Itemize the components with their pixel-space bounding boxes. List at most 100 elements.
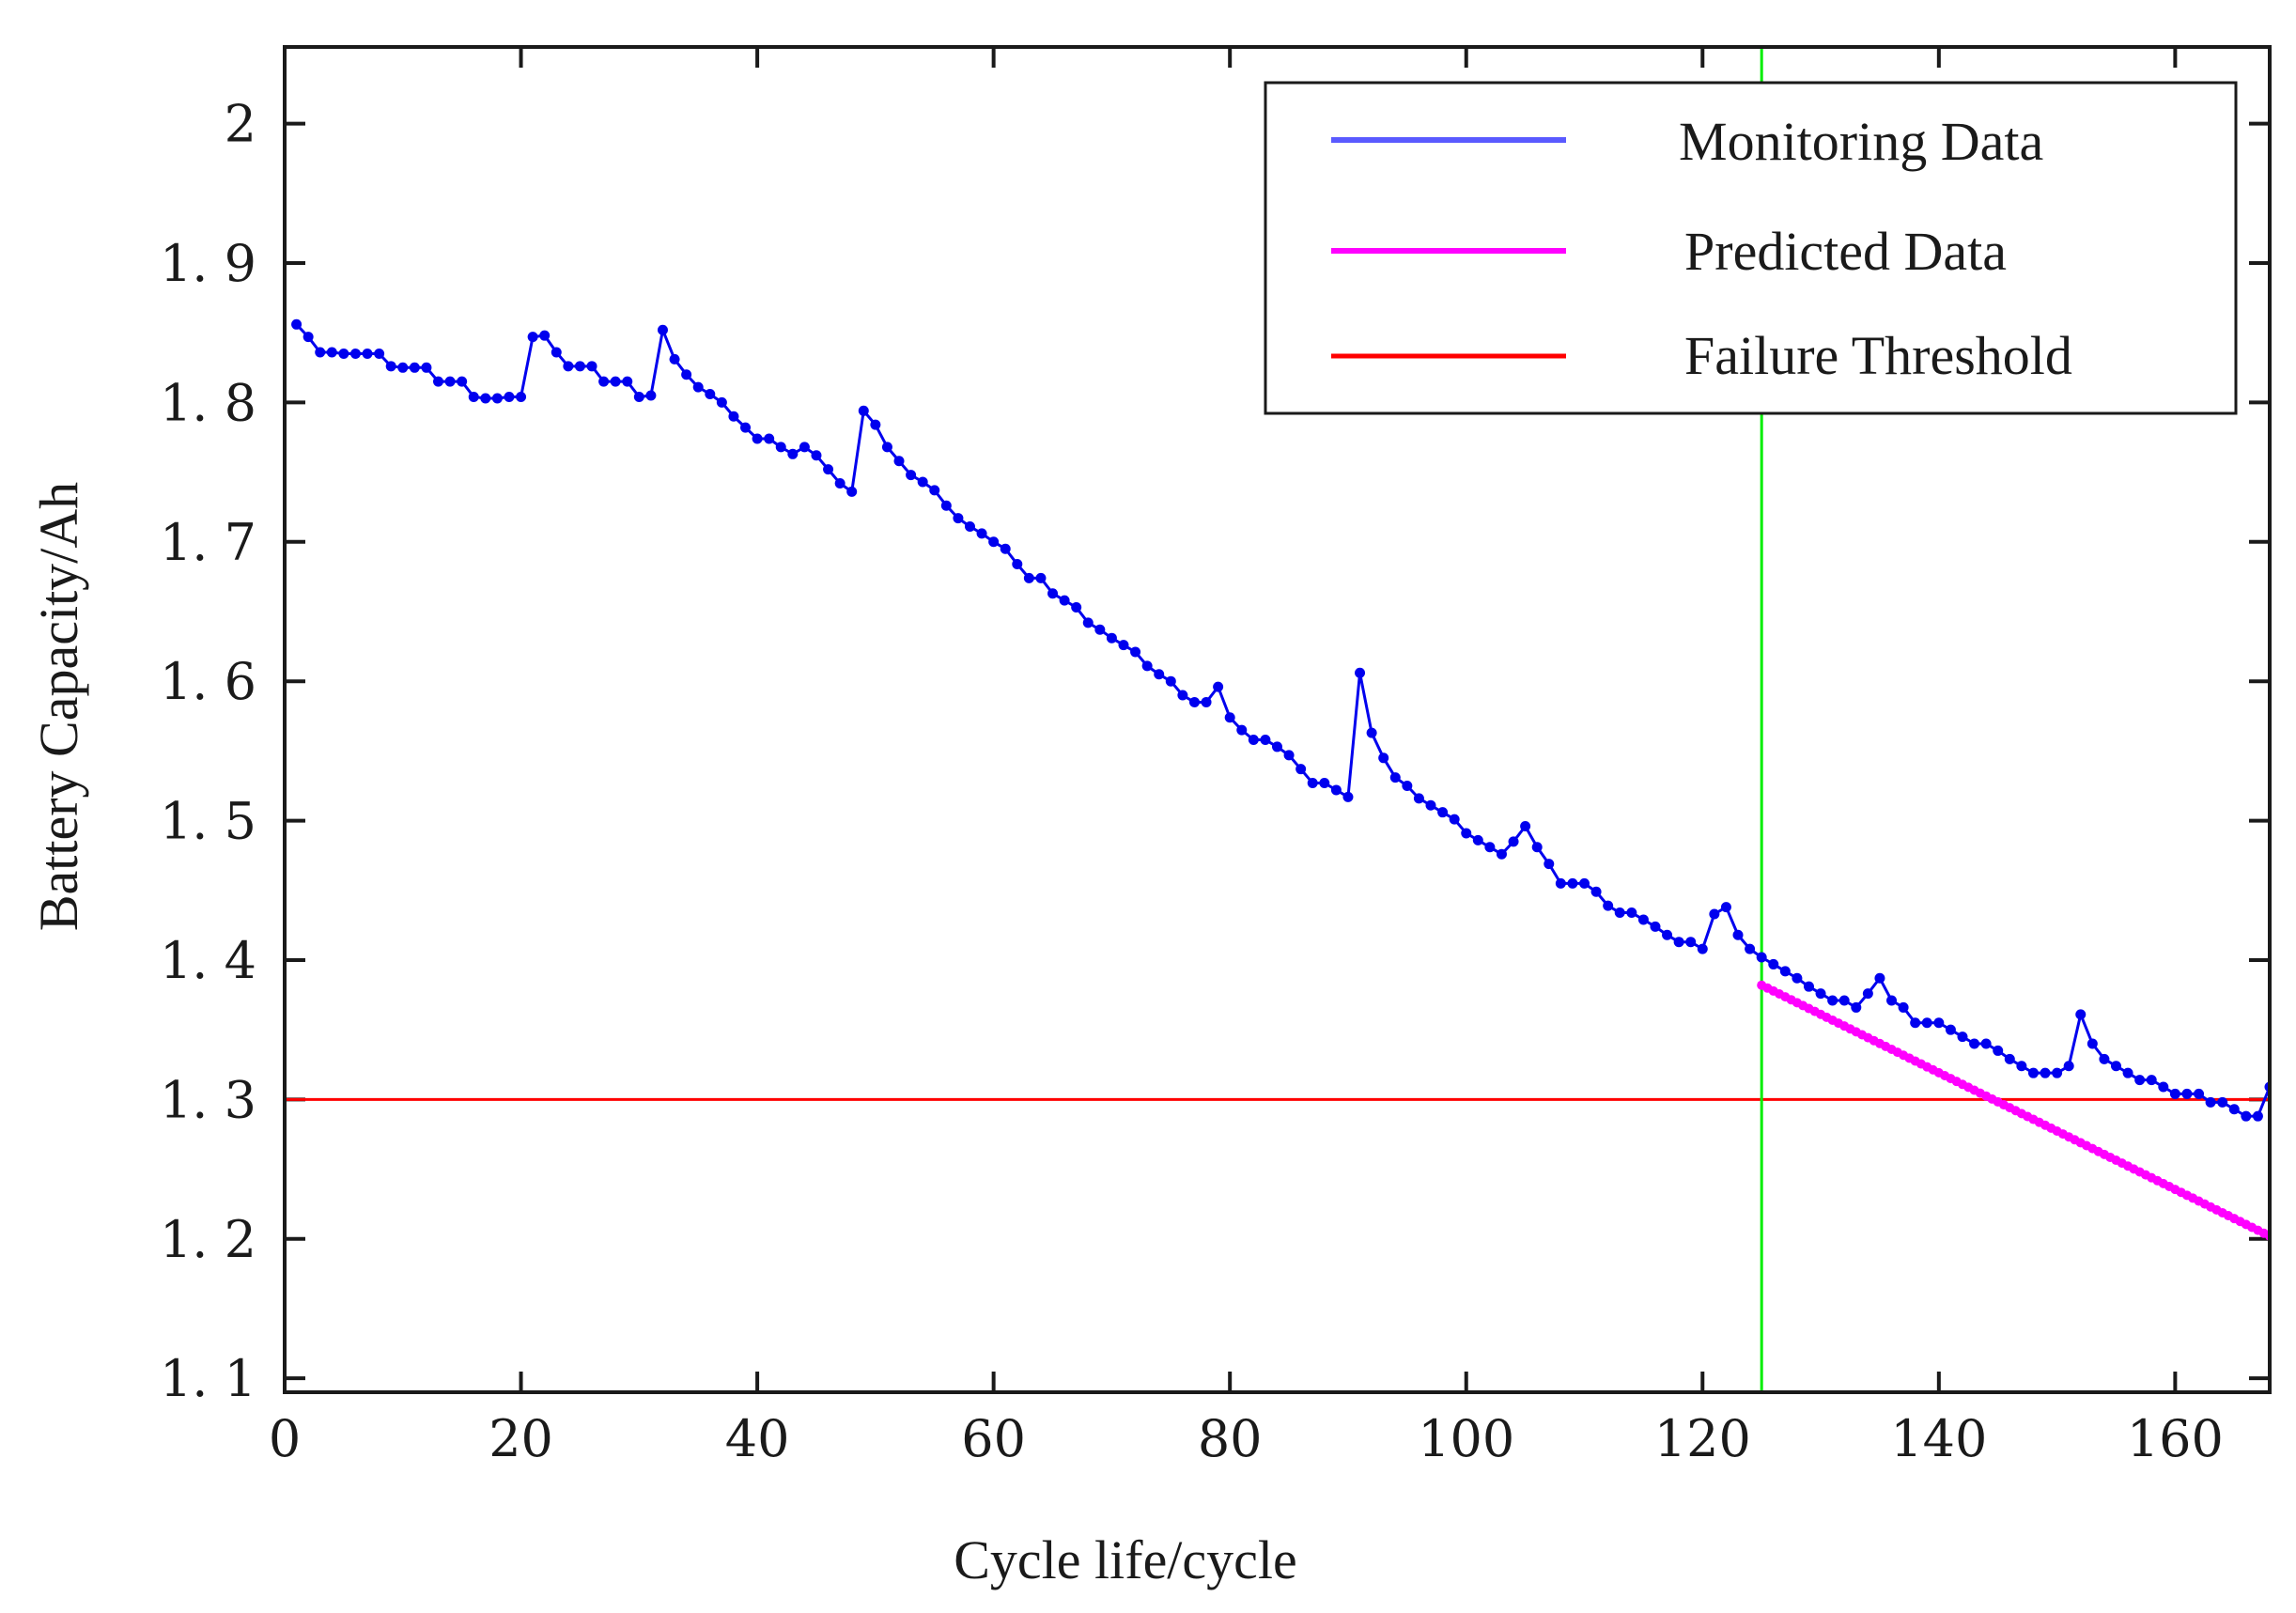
monitoring-data-point (2146, 1075, 2157, 1086)
monitoring-data-point (1614, 907, 1625, 919)
monitoring-data-point (291, 318, 303, 330)
monitoring-data-point (1035, 572, 1047, 583)
monitoring-data-point (385, 361, 396, 372)
monitoring-data-point (799, 442, 810, 453)
monitoring-data-point (444, 376, 456, 387)
monitoring-data-point (516, 391, 527, 402)
monitoring-data-point (1803, 981, 1814, 992)
monitoring-data-point (988, 536, 1000, 548)
y-tick-label: 1. 2 (160, 1210, 256, 1269)
plot-series (285, 47, 2270, 1392)
axis-ticks: 0 20 40 60 80 100 120 140 160 1. 1 1. 2 1. 3 1. 4 1. … (160, 47, 2270, 1468)
monitoring-data-point (1886, 995, 1898, 1006)
monitoring-data-point (1165, 675, 1176, 687)
monitoring-data-point (1472, 834, 1483, 845)
monitoring-data-point (1012, 559, 1023, 570)
legend-label-threshold: Failure Threshold (1684, 325, 2072, 386)
monitoring-data-point (1094, 624, 1106, 635)
monitoring-data-point (1295, 764, 1307, 775)
monitoring-data-point (1461, 828, 1472, 839)
monitoring-data-point (527, 332, 538, 343)
monitoring-data-point (1508, 836, 1519, 847)
monitoring-data-point (633, 391, 644, 402)
monitoring-data-point (397, 362, 409, 373)
monitoring-data-point (1059, 595, 1070, 606)
monitoring-data-point (504, 391, 515, 402)
monitoring-data-point (1389, 772, 1401, 783)
monitoring-data-point (457, 376, 468, 387)
monitoring-data-point (1188, 696, 1200, 707)
y-tick-label: 1. 9 (160, 234, 256, 293)
plot-frame (283, 45, 2272, 1394)
monitoring-data-point (622, 376, 633, 387)
monitoring-data-point (1590, 886, 1602, 897)
monitoring-data-point (834, 477, 845, 489)
monitoring-data-point (705, 389, 716, 400)
monitoring-data-point (1130, 646, 1141, 658)
monitoring-data-point (2122, 1067, 2133, 1078)
y-tick-label: 1. 6 (160, 652, 256, 711)
monitoring-data-point (1496, 848, 1507, 860)
monitoring-data-point (1815, 988, 1826, 1000)
monitoring-data-point (823, 464, 834, 475)
monitoring-data-point (2241, 1110, 2252, 1122)
monitoring-data-point (2027, 1067, 2039, 1078)
monitoring-data-point (1650, 921, 1661, 932)
monitoring-data-point (1709, 908, 1720, 920)
monitoring-data-point (787, 448, 799, 459)
monitoring-data-point (1921, 1017, 1932, 1029)
monitoring-data-point (1838, 995, 1850, 1006)
monitoring-data-point (2181, 1088, 2193, 1099)
monitoring-data-point (775, 442, 786, 453)
monitoring-data-point (1118, 640, 1129, 651)
monitoring-data-point (881, 442, 892, 453)
monitoring-data-point (2252, 1110, 2263, 1122)
monitoring-data-point (2194, 1088, 2205, 1099)
monitoring-data-point (1851, 1001, 1862, 1013)
legend-label-monitoring: Monitoring Data (1679, 111, 2043, 172)
y-tick-label: 2 (225, 95, 256, 154)
monitoring-data-point (2158, 1081, 2169, 1093)
monitoring-data-point (1248, 735, 1259, 746)
monitoring-data-point (1898, 1001, 1909, 1013)
monitoring-data-point (1224, 712, 1235, 723)
monitoring-data-point (326, 347, 337, 358)
monitoring-data-point (2169, 1088, 2180, 1099)
monitoring-data-point (1319, 778, 1330, 789)
monitoring-data-point (1201, 696, 1212, 707)
monitoring-data-point (2217, 1096, 2228, 1108)
x-tick-label: 20 (489, 1409, 553, 1468)
monitoring-data-point (1555, 877, 1566, 889)
monitoring-data-point (1768, 958, 1779, 969)
monitoring-data-point (2099, 1053, 2110, 1064)
monitoring-data-point (1933, 1017, 1945, 1029)
monitoring-data-point (1330, 784, 1342, 796)
monitoring-data-point (1355, 667, 1366, 678)
monitoring-data-point (1567, 877, 1578, 889)
monitoring-data-point (728, 411, 739, 422)
monitoring-data-point (1626, 907, 1637, 919)
monitoring-data-point (1579, 877, 1590, 889)
monitoring-data-point (1378, 752, 1389, 764)
monitoring-data-point (563, 361, 574, 372)
monitoring-data-point (1745, 943, 1756, 954)
monitoring-data-point (1260, 735, 1271, 746)
monitoring-data-point (657, 324, 668, 335)
monitoring-data-point (645, 390, 657, 401)
monitoring-data-point (1637, 914, 1649, 925)
monitoring-data-point (2110, 1061, 2121, 1072)
monitoring-data-point (539, 330, 551, 341)
monitoring-data-point (940, 500, 952, 511)
monitoring-data-point (574, 361, 585, 372)
x-tick-label: 120 (1654, 1409, 1751, 1468)
monitoring-data-point (1544, 859, 1555, 870)
monitoring-data-point (1023, 572, 1034, 583)
y-axis-title: Battery Capacity/Ah (28, 482, 89, 931)
monitoring-data-point (1980, 1038, 1992, 1049)
monitoring-data-point (1437, 807, 1449, 818)
monitoring-data-point (2052, 1067, 2063, 1078)
monitoring-data-point (2016, 1061, 2027, 1072)
monitoring-data-point (1662, 929, 1673, 940)
monitoring-data-point (315, 347, 326, 358)
